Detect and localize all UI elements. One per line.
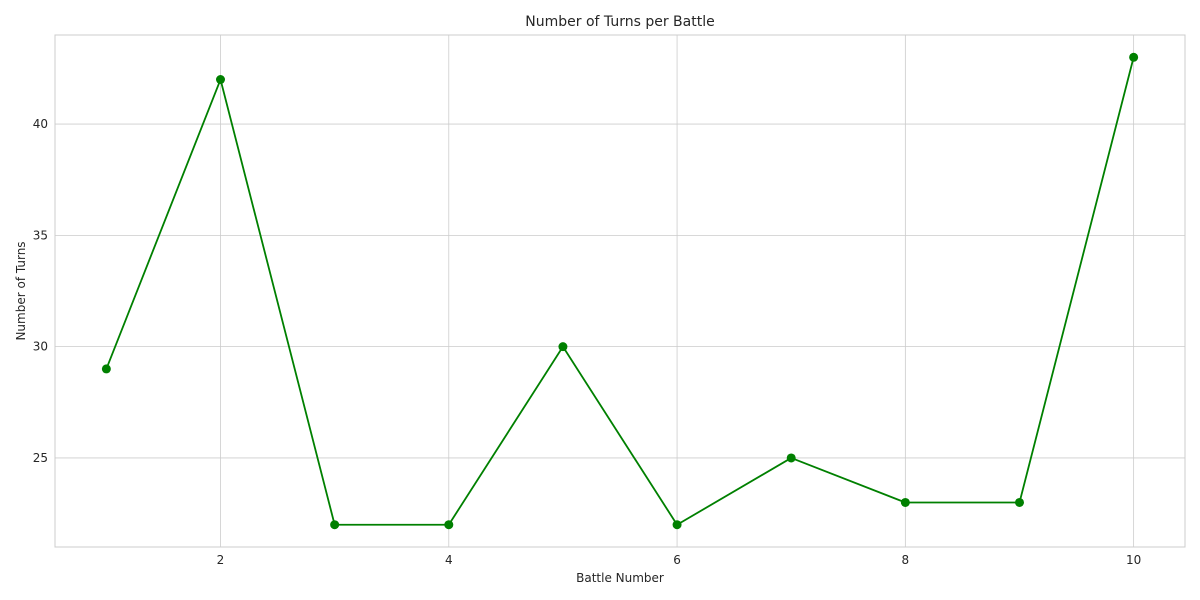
tick-layer: 2 4 6 8 10 25 30 35 40 (33, 117, 1142, 567)
plot-area (55, 35, 1185, 547)
x-tick-label: 2 (217, 553, 225, 567)
data-point-marker (786, 453, 796, 463)
series-line (105, 57, 1135, 526)
y-tick-label: 25 (33, 451, 48, 465)
data-point-marker (1014, 497, 1024, 507)
x-tick-label: 8 (902, 553, 910, 567)
data-point-marker (330, 520, 340, 530)
data-point-marker (558, 342, 568, 352)
y-tick-label: 35 (33, 228, 48, 242)
y-tick-label: 30 (33, 340, 48, 354)
y-tick-label: 40 (33, 117, 48, 131)
chart-title: Number of Turns per Battle (525, 14, 714, 30)
series-layer (101, 52, 1139, 530)
plot-frame (54, 34, 1186, 548)
data-point-marker (900, 497, 910, 507)
data-point-marker (444, 520, 454, 530)
grid-layer (55, 35, 1185, 547)
x-tick-label: 4 (445, 553, 453, 567)
data-point-marker (672, 520, 682, 530)
x-tick-label: 6 (673, 553, 681, 567)
data-point-marker (101, 364, 111, 374)
y-axis-label: Number of Turns (14, 241, 28, 340)
x-axis-label: Battle Number (576, 571, 664, 585)
data-point-marker (216, 75, 226, 85)
x-tick-label: 10 (1126, 553, 1141, 567)
data-point-marker (1129, 52, 1139, 62)
